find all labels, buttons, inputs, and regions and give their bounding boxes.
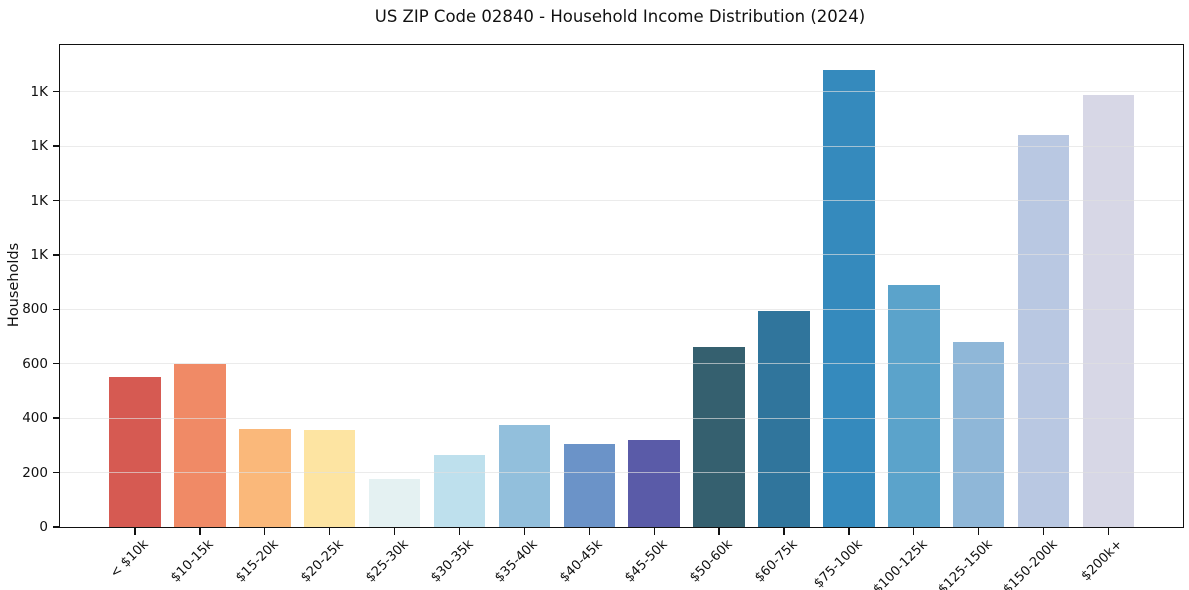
x-tick-mark (134, 527, 136, 535)
bar-20-25k (303, 430, 356, 527)
y-tick-mark (53, 526, 60, 528)
x-tick-label: < $10k (107, 537, 152, 582)
x-tick-label: $75-100k (811, 537, 866, 590)
x-tick-mark (1042, 527, 1045, 535)
bar-75-100k (823, 70, 875, 527)
x-tick-label: $200k+ (1078, 537, 1126, 585)
y-tick-mark (53, 254, 60, 256)
bar-125-150k (952, 342, 1005, 527)
x-tick-label: $35-40k (492, 537, 541, 586)
x-tick-label: $15-20k (232, 537, 282, 586)
gridline (60, 472, 1183, 474)
x-tick-mark (913, 527, 915, 535)
y-tick-label: 1K (30, 138, 48, 155)
x-tick-label: $45-50k (622, 537, 671, 586)
x-tick-label: $20-25k (297, 537, 347, 586)
x-tick-label: $125-150k (935, 537, 996, 590)
x-tick-mark (588, 527, 590, 535)
bar-45-50k (628, 439, 680, 527)
gridline (60, 200, 1183, 202)
gridline (60, 254, 1183, 256)
y-tick-label: 1K (30, 192, 48, 209)
x-tick-mark (458, 527, 461, 535)
y-tick-label: 800 (22, 301, 48, 318)
x-tick-label: $25-30k (362, 537, 412, 586)
x-tick-mark (978, 527, 980, 535)
chart-title: US ZIP Code 02840 - Household Income Dis… (374, 7, 866, 26)
gridline (60, 417, 1183, 419)
x-tick-label: $60-75k (752, 537, 801, 586)
y-axis-label: Households (6, 242, 22, 328)
y-tick-label: 1K (30, 83, 48, 100)
x-tick-mark (523, 527, 526, 535)
bar-10k (109, 377, 161, 527)
gridline (60, 363, 1183, 365)
x-tick-mark (1107, 527, 1110, 535)
y-tick-mark (53, 417, 60, 419)
x-tick-label: $50-60k (687, 537, 736, 586)
x-tick-mark (329, 527, 331, 535)
x-tick-mark (264, 527, 266, 535)
x-tick-label: $150-200k (1000, 537, 1061, 590)
bar-30-35k (433, 454, 486, 527)
x-tick-mark (393, 527, 396, 535)
bar-10-15k (174, 363, 226, 527)
x-tick-label: $100-125k (870, 537, 931, 590)
bar-60-75k (758, 310, 810, 527)
gridline (60, 145, 1183, 147)
bar-15-20k (239, 429, 291, 527)
x-tick-label: $40-45k (557, 537, 606, 586)
y-tick-mark (53, 145, 60, 147)
y-tick-mark (53, 199, 60, 202)
y-tick-label: 600 (22, 355, 48, 372)
gridline (60, 308, 1183, 310)
x-tick-mark (848, 527, 850, 535)
x-tick-label: $30-35k (427, 537, 477, 586)
y-tick-label: 400 (22, 410, 48, 427)
y-tick-label: 1K (30, 246, 48, 263)
x-tick-mark (199, 527, 201, 535)
plot-area: 0 200 400 600 800 1K 1K 1K 1K < $10k $10-15k $15-20… (22, 44, 1184, 590)
gridline (60, 91, 1183, 93)
x-tick-mark (653, 527, 655, 535)
bar-150-200k (1017, 135, 1070, 527)
x-tick-label: $10-15k (168, 537, 217, 586)
bar-50-60k (693, 347, 745, 527)
y-tick-mark (53, 471, 60, 474)
bar-100-125k (888, 284, 940, 527)
y-tick-mark (53, 91, 60, 93)
bar-25-30k (368, 479, 421, 527)
x-tick-mark (718, 527, 720, 535)
y-tick-label: 200 (22, 464, 48, 481)
y-tick-label: 0 (39, 519, 48, 535)
bar-40-45k (563, 444, 616, 527)
y-tick-mark (53, 363, 60, 365)
y-tick-mark (53, 308, 60, 311)
bar-35-40k (498, 425, 551, 527)
x-tick-mark (783, 527, 785, 535)
bar-200k (1082, 94, 1135, 527)
